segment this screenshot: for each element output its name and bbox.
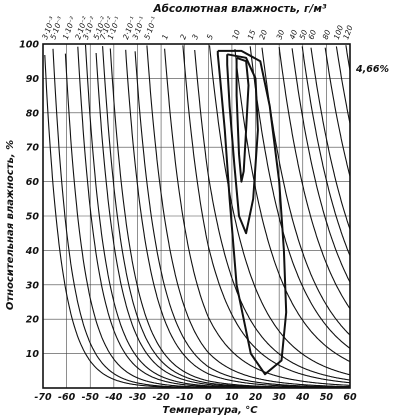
isoline-label: 15	[246, 28, 258, 40]
isoline	[146, 45, 350, 388]
y-tick-label: 70	[26, 143, 40, 154]
isoline-label: 5	[205, 33, 215, 41]
isoline	[64, 53, 350, 389]
isoline-label: 50	[298, 28, 310, 40]
isoline	[164, 48, 351, 386]
y-tick-label: 50	[26, 212, 40, 223]
plot-frame	[42, 43, 351, 389]
x-tick-label: -70	[34, 392, 52, 403]
isoline	[301, 46, 351, 256]
isoline	[182, 45, 350, 384]
x-tick-label: 20	[249, 392, 263, 403]
y-axis-label: Относительная влажность, %	[5, 140, 16, 310]
isoline-label: 120	[341, 24, 354, 41]
contour-lines	[216, 49, 288, 376]
absolute-humidity-isolines	[44, 44, 351, 389]
isoline	[208, 45, 351, 376]
y-tick-labels: 10 20 30 40 50 60 70 80 90 100	[19, 40, 39, 361]
x-tick-label: 0	[205, 392, 212, 403]
y-tick-label: 90	[26, 74, 40, 85]
isoline	[134, 51, 350, 388]
x-tick-labels: -70 -60 -50 -40 -30 -20 -10 0 10 20 30 40 50 60	[34, 392, 357, 403]
isoline-label: 3	[190, 33, 200, 41]
annotation-label: 4,66%	[355, 64, 389, 75]
x-tick-label: 50	[320, 392, 334, 403]
isoline	[278, 46, 351, 309]
x-tick-label: -20	[152, 392, 170, 403]
y-tick-label: 40	[25, 246, 40, 257]
x-tick-label: 40	[295, 392, 310, 403]
isoline-label: 30	[275, 28, 287, 40]
y-tick-label: 20	[26, 315, 40, 326]
isoline	[44, 54, 350, 389]
isoline	[77, 46, 350, 389]
x-tick-label: -50	[82, 392, 100, 403]
x-tick-label: -40	[105, 392, 123, 403]
x-tick-label: -60	[58, 392, 76, 403]
isoline-label: 80	[321, 28, 333, 40]
isoline-label: 40	[288, 28, 300, 40]
contour-line	[226, 53, 259, 235]
isoline	[102, 46, 350, 389]
isoline	[194, 49, 351, 381]
contour-line	[235, 56, 250, 183]
x-tick-label: 10	[225, 392, 239, 403]
isoline-label: 10	[230, 28, 242, 40]
y-tick-label: 30	[26, 280, 40, 291]
isoline-label: 60	[306, 28, 318, 40]
isoline	[261, 47, 351, 336]
x-tick-label: 60	[343, 392, 357, 403]
isoline	[310, 47, 351, 230]
isoline	[324, 47, 351, 177]
y-tick-label: 10	[26, 349, 40, 360]
isoline	[249, 46, 351, 349]
chart-title: Абсолютная влажность, г/м³	[152, 3, 326, 15]
isoline-labels: 3·10⁻³5·10⁻³1·10⁻²2·10⁻²3·10⁻²5·10⁻²7·10…	[40, 15, 355, 40]
isoline	[291, 48, 351, 283]
y-tick-label: 60	[26, 177, 40, 188]
isoline	[335, 46, 351, 124]
isoline-label: 1	[160, 33, 170, 41]
x-tick-label: 30	[273, 392, 287, 403]
isoline-label: 20	[257, 28, 269, 40]
y-tick-label: 100	[19, 40, 39, 51]
x-tick-label: -10	[176, 392, 194, 403]
y-tick-label: 80	[26, 108, 40, 119]
x-axis-label: Температура, °С	[162, 405, 258, 416]
isoline	[52, 48, 350, 389]
contour-line	[216, 49, 288, 376]
x-tick-label: -30	[129, 392, 147, 403]
isoline-label: 2	[178, 33, 188, 41]
